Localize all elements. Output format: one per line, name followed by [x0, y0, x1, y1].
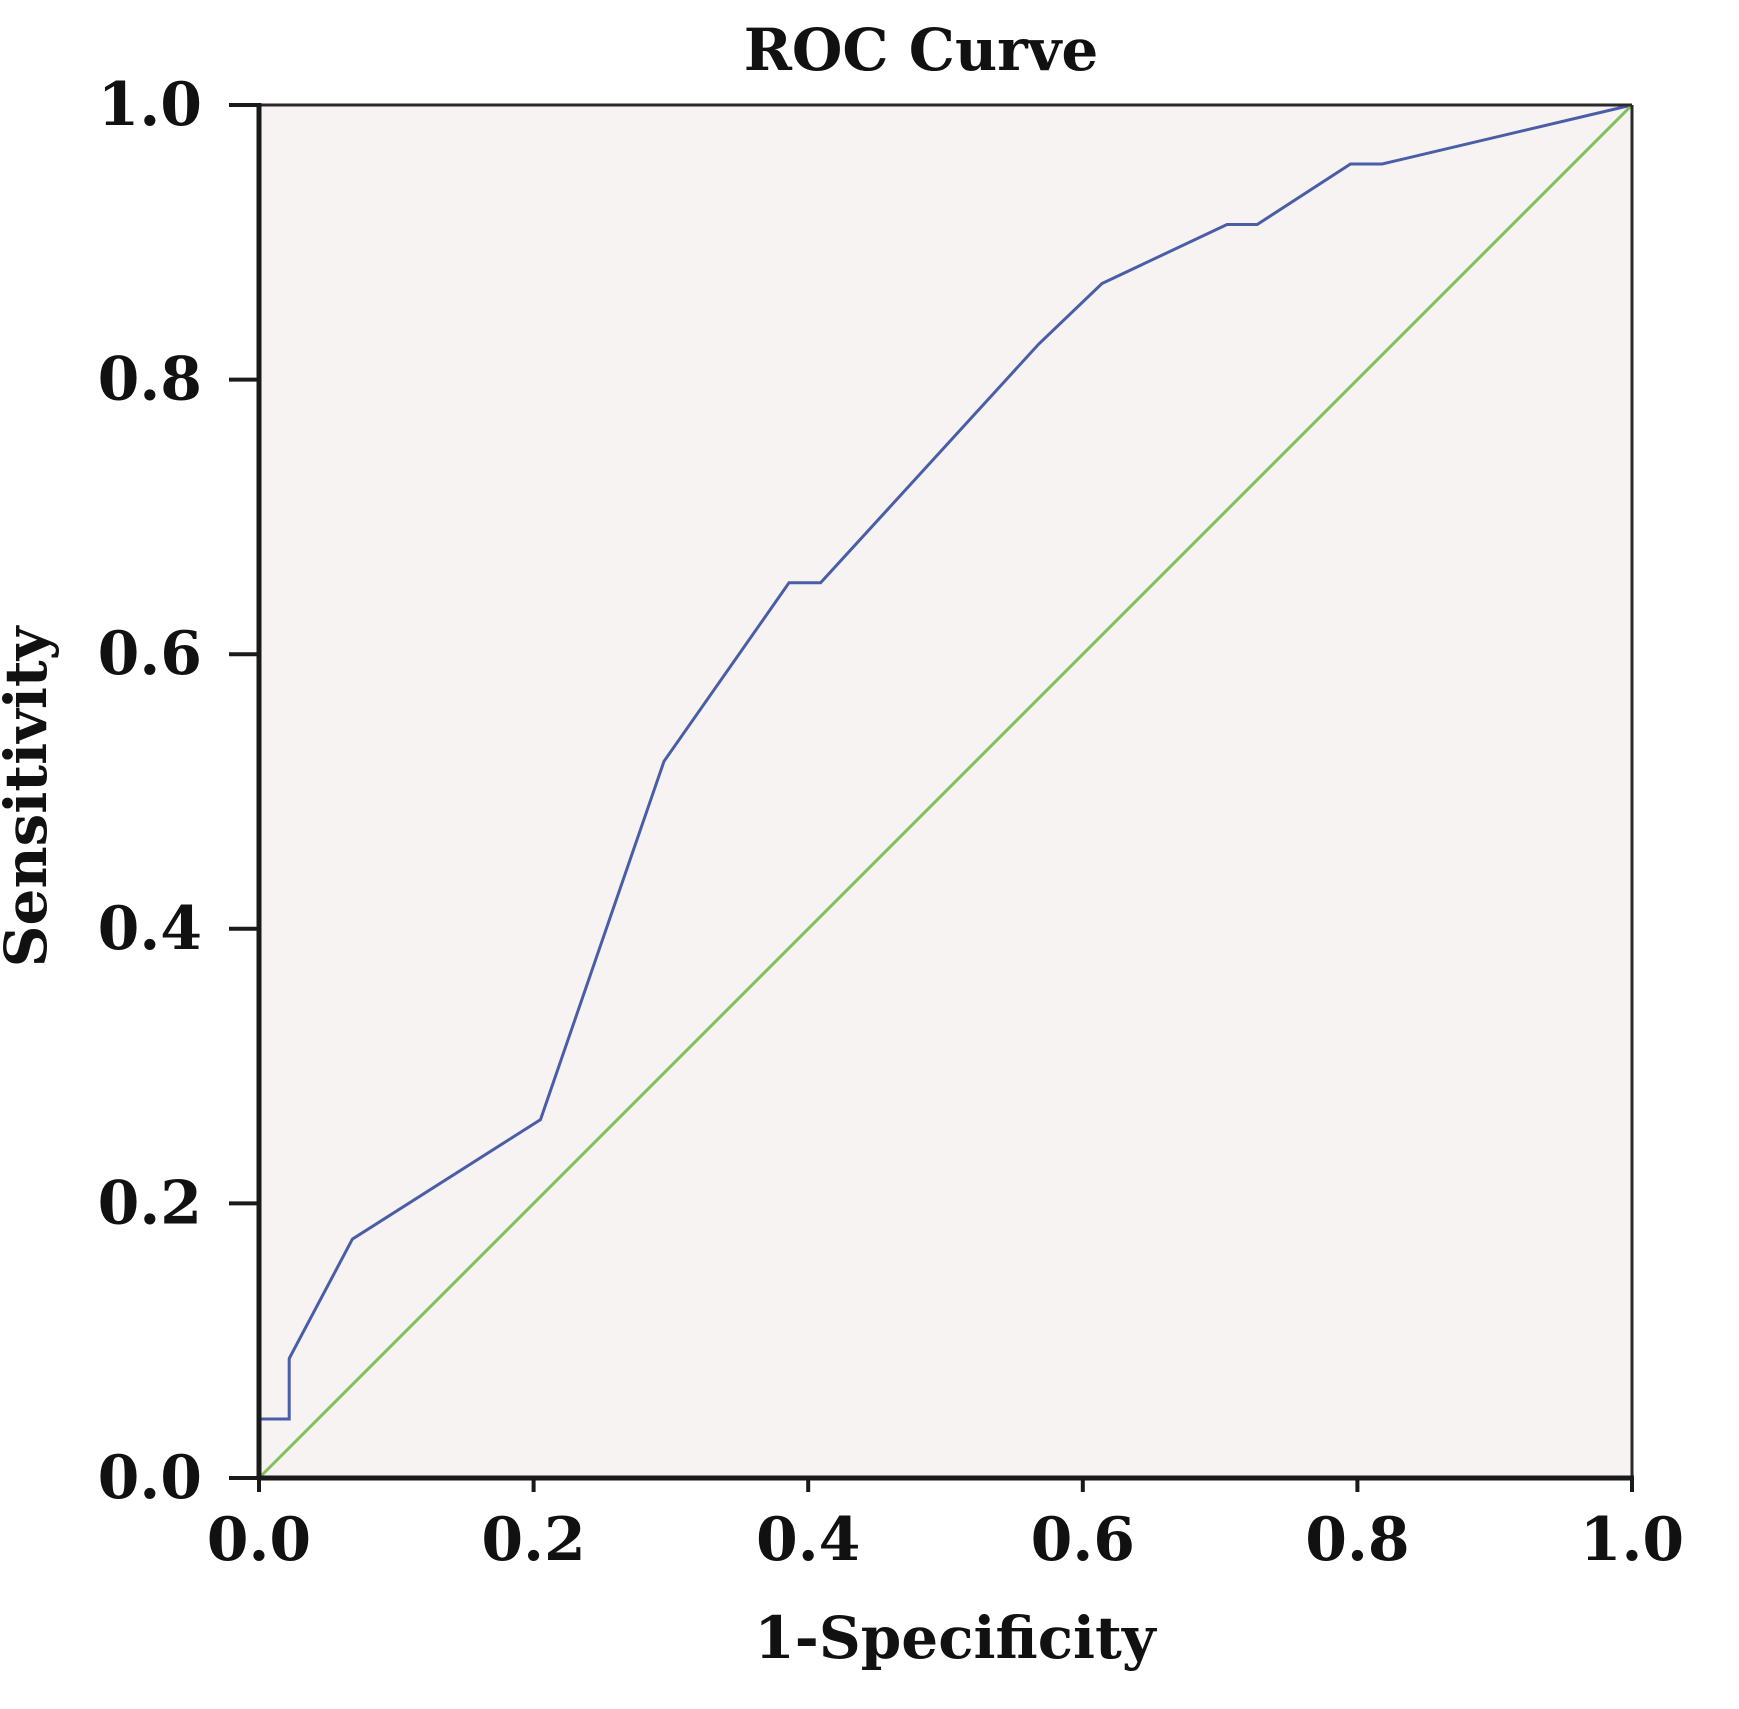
x-tick-label-3: 0.6 [1031, 1505, 1135, 1575]
y-tick-label-1: 0.2 [98, 1168, 202, 1238]
x-tick-label-1: 0.2 [481, 1505, 585, 1575]
y-tick-label-3: 0.6 [98, 619, 202, 689]
series-line-0 [257, 103, 1633, 1478]
series-line-1 [257, 103, 1634, 1480]
y-tick-label-5: 1.0 [98, 70, 202, 140]
tick-marks [229, 103, 1634, 1492]
y-tick-label-0: 0.0 [98, 1443, 202, 1513]
y-tick-label-2: 0.4 [98, 894, 202, 964]
x-axis-label: 1-Specificity [754, 1604, 1157, 1672]
chart-title: ROC Curve [744, 16, 1099, 84]
y-axis-label: Sensitivity [0, 624, 60, 967]
series-layer [257, 103, 1634, 1480]
x-tick-label-2: 0.4 [756, 1505, 860, 1575]
y-tick-label-4: 0.8 [98, 345, 202, 415]
x-tick-label-4: 0.8 [1305, 1505, 1409, 1575]
tick-labels: 0.0 0.2 0.4 0.6 0.8 1.0 0.0 0.2 0.4 0.6 0.8 1.0 [98, 70, 1685, 1575]
x-tick-label-0: 0.0 [207, 1505, 311, 1575]
x-tick-label-5: 1.0 [1580, 1505, 1684, 1575]
plot-frame [256, 103, 1634, 1481]
